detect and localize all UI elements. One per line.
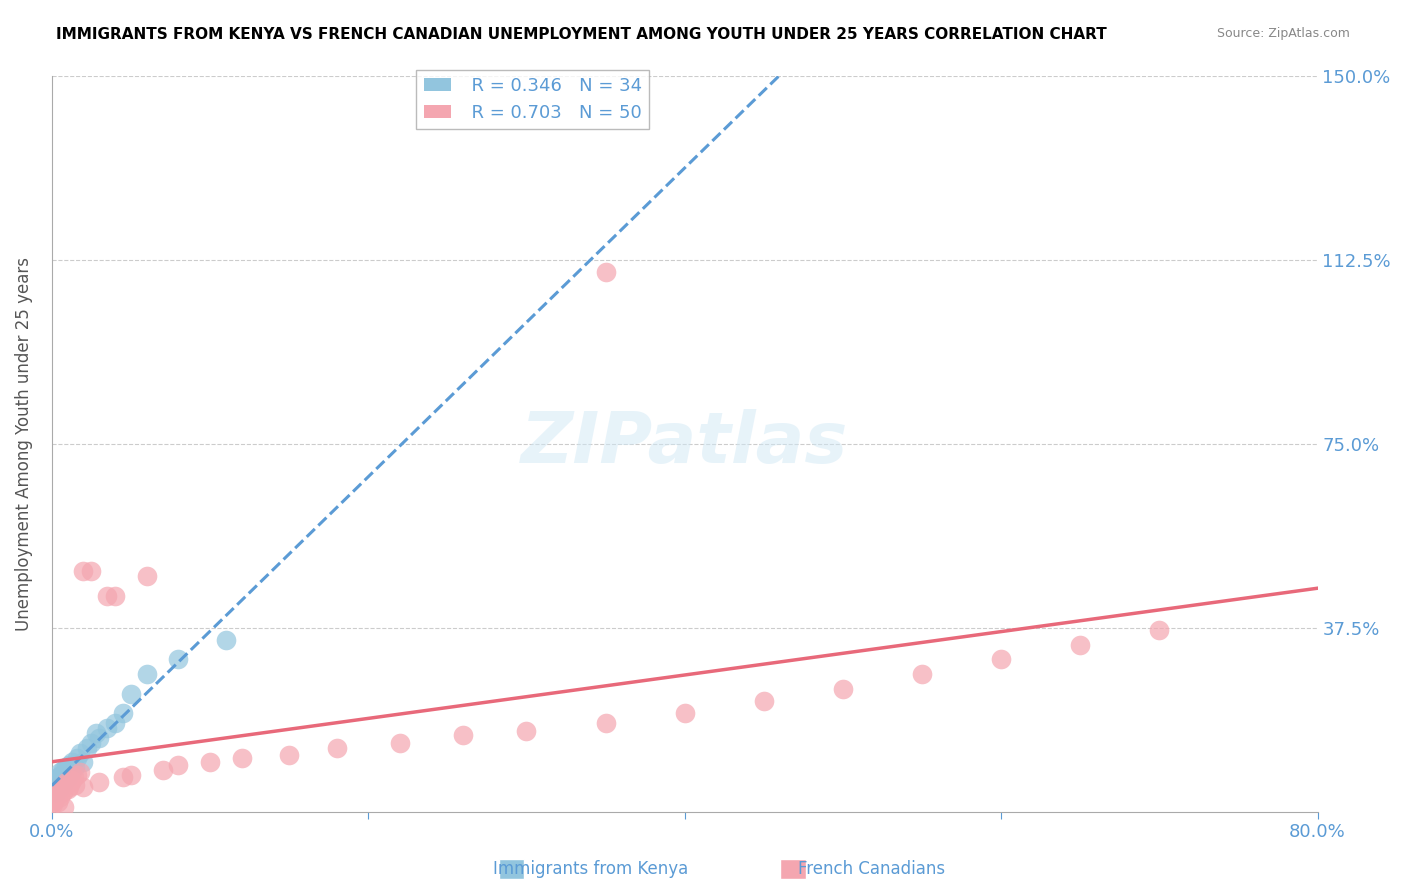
Point <box>451 729 474 743</box>
Legend:   R = 0.346   N = 34,   R = 0.703   N = 50: R = 0.346 N = 34, R = 0.703 N = 50 <box>416 70 650 129</box>
Point <box>215 632 238 647</box>
Point <box>45 775 67 789</box>
Point <box>60 772 83 787</box>
Point <box>89 775 111 789</box>
Point <box>46 770 69 784</box>
Point <box>55 775 77 789</box>
Y-axis label: Unemployment Among Youth under 25 years: Unemployment Among Youth under 25 years <box>15 257 32 631</box>
Text: ZIPatlas: ZIPatlas <box>522 409 848 478</box>
Point <box>53 799 76 814</box>
Point <box>45 785 67 799</box>
Point <box>48 782 70 797</box>
Point <box>104 589 127 603</box>
Point <box>53 775 76 789</box>
Point <box>48 765 70 780</box>
Point <box>595 716 617 731</box>
Point <box>120 768 142 782</box>
Point <box>135 569 157 583</box>
Point <box>69 746 91 760</box>
Point <box>44 772 66 787</box>
Point <box>48 789 70 804</box>
Point <box>152 763 174 777</box>
Point <box>72 564 94 578</box>
Text: Source: ZipAtlas.com: Source: ZipAtlas.com <box>1216 27 1350 40</box>
Point <box>44 782 66 797</box>
Point <box>55 760 77 774</box>
Point <box>72 780 94 794</box>
Point <box>56 782 79 797</box>
Point <box>45 788 67 802</box>
Point <box>42 778 65 792</box>
Point <box>52 785 75 799</box>
Point <box>51 780 73 794</box>
Point <box>53 778 76 792</box>
Point <box>752 694 775 708</box>
Point <box>911 667 934 681</box>
Point <box>56 770 79 784</box>
Point <box>44 792 66 806</box>
Point <box>89 731 111 745</box>
Point <box>515 723 537 738</box>
Text: French Canadians: French Canadians <box>799 860 945 878</box>
Point <box>42 797 65 812</box>
Point <box>59 765 82 780</box>
Point <box>231 750 253 764</box>
Point <box>58 780 80 794</box>
Point <box>135 667 157 681</box>
Point <box>45 780 67 794</box>
Point <box>84 726 107 740</box>
Point <box>278 748 301 763</box>
Point <box>65 760 87 774</box>
Point <box>44 789 66 804</box>
Point <box>51 772 73 787</box>
Point <box>80 736 103 750</box>
Point <box>80 564 103 578</box>
Point <box>831 681 853 696</box>
Point <box>69 765 91 780</box>
Point <box>120 687 142 701</box>
Point <box>72 756 94 770</box>
Point <box>46 788 69 802</box>
Point <box>58 758 80 772</box>
Point <box>60 756 83 770</box>
Point <box>42 795 65 809</box>
Point <box>48 780 70 794</box>
Point <box>167 652 190 666</box>
Point <box>63 770 86 784</box>
Point <box>198 756 221 770</box>
Point <box>595 265 617 279</box>
Point <box>46 778 69 792</box>
Point <box>59 775 82 789</box>
Point <box>673 706 696 721</box>
Point <box>76 740 98 755</box>
Point <box>104 716 127 731</box>
Point <box>96 721 118 735</box>
Point <box>1149 623 1171 637</box>
Point <box>1069 638 1091 652</box>
Point <box>65 778 87 792</box>
Point <box>96 589 118 603</box>
Point <box>52 763 75 777</box>
Point <box>66 750 89 764</box>
Point <box>990 652 1012 666</box>
Text: Immigrants from Kenya: Immigrants from Kenya <box>494 860 688 878</box>
Point <box>111 706 134 721</box>
Point <box>325 740 347 755</box>
Point <box>46 795 69 809</box>
Point <box>388 736 411 750</box>
Point <box>167 758 190 772</box>
Point <box>45 785 67 799</box>
Point <box>111 770 134 784</box>
Point <box>51 768 73 782</box>
Text: IMMIGRANTS FROM KENYA VS FRENCH CANADIAN UNEMPLOYMENT AMONG YOUTH UNDER 25 YEARS: IMMIGRANTS FROM KENYA VS FRENCH CANADIAN… <box>56 27 1107 42</box>
Point <box>66 768 89 782</box>
